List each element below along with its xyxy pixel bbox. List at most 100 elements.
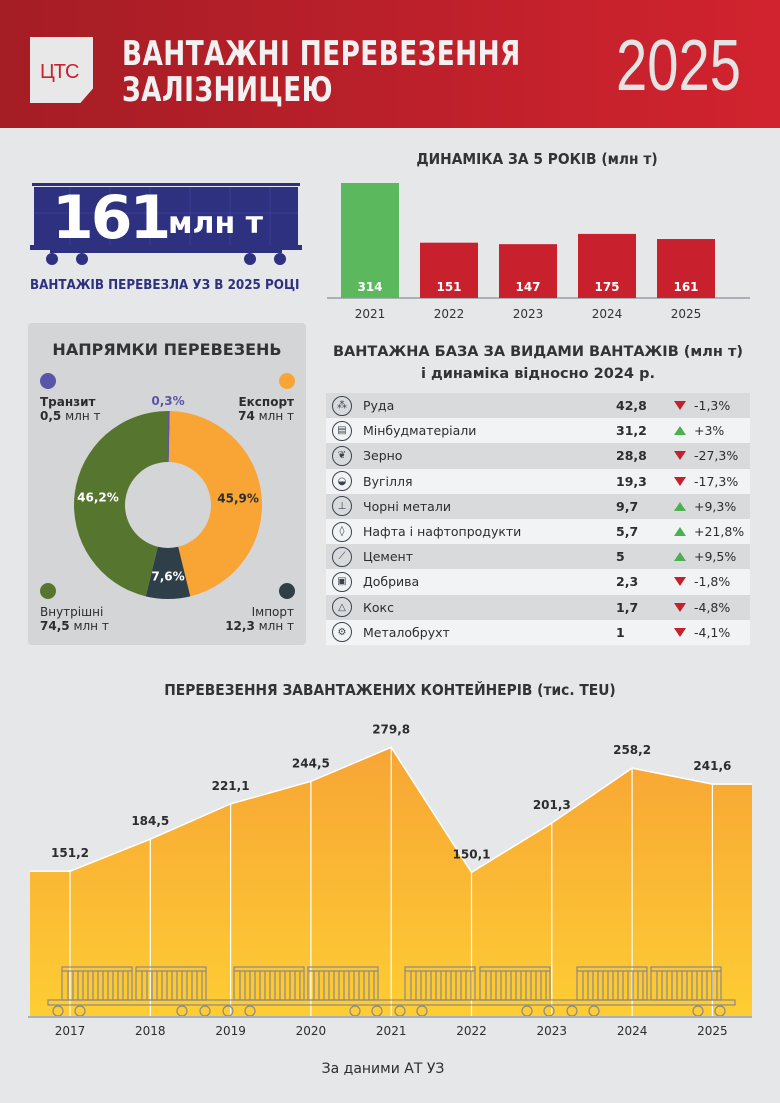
cargo-name: Мінбудматеріали	[363, 423, 477, 439]
table-row: ▣ Добрива 2,3 -1,8%	[326, 569, 750, 595]
cargo-value: 19,3	[616, 473, 647, 489]
cargo-value: 31,2	[616, 423, 647, 439]
cargo-name: Металобрухт	[363, 624, 450, 640]
area-value-label: 201,3	[533, 798, 571, 812]
trowel-icon: ⟋	[332, 546, 352, 567]
table-row: ◊ Нафта і нафтопродукти 5,7 +21,8%	[326, 518, 750, 545]
donut-percent-label: 0,3%	[151, 394, 184, 408]
donut-percent-label: 7,6%	[151, 570, 184, 584]
table-row: ⊥ Чорні метали 9,7 +9,3%	[326, 493, 750, 519]
trend-up-icon	[674, 426, 686, 436]
cargo-change: +21,8%	[694, 524, 745, 540]
coal-cart-icon: ◒	[332, 471, 352, 492]
header-banner: ЦТС ВАНТАЖНІ ПЕРЕВЕЗЕННЯ ЗАЛІЗНИЦЕЮ 2025	[0, 0, 780, 128]
trend-down-icon	[674, 577, 686, 587]
area-category-label: 2022	[456, 1024, 487, 1038]
cargo-name: Чорні метали	[363, 498, 451, 514]
donut-chart: 0,3% 45,9% 7,6% 46,2%	[73, 394, 262, 599]
cargo-table: ⁂ Руда 42,8 -1,3% ▤ Мінбудматеріали 31,2 …	[326, 393, 750, 645]
trend-down-icon	[674, 627, 686, 637]
cargo-name: Руда	[363, 398, 395, 414]
bar-category-label: 2021	[355, 307, 386, 321]
header-year: 2025	[616, 26, 741, 106]
area-value-label: 258,2	[613, 743, 651, 757]
legend-domestic: Внутрішні 74,5 млн т	[40, 605, 109, 633]
oil-drop-icon: ◊	[332, 521, 352, 542]
area-value-label: 151,2	[51, 846, 89, 860]
bar-chart: 314 2021 151 2022 147 2023 175 2024 161 2025	[327, 183, 750, 321]
table-row: ▤ Мінбудматеріали 31,2 +3%	[326, 418, 750, 444]
area-category-label: 2020	[296, 1024, 327, 1038]
fertilizer-bag-icon: ▣	[332, 571, 352, 592]
directions-panel: НАПРЯМКИ ПЕРЕВЕЗЕНЬ 0,3% 45,9% 7,6% 46,2% Т…	[28, 323, 306, 645]
grain-icon: ❦	[332, 445, 352, 466]
source-note: За даними АТ УЗ	[321, 1061, 445, 1077]
trend-up-icon	[674, 552, 686, 562]
cargo-value: 5	[616, 549, 625, 565]
area-value-label: 184,5	[131, 814, 169, 828]
cargo-change: -1,3%	[694, 398, 731, 414]
total-wagon: 161 млн т	[30, 183, 302, 265]
area-value-label: 221,1	[212, 779, 250, 793]
cargo-value: 9,7	[616, 498, 639, 514]
table-row: △ Кокс 1,7 -4,8%	[326, 594, 750, 620]
cargo-change: -1,8%	[694, 574, 731, 590]
cargo-value: 42,8	[616, 398, 647, 414]
table-row: ❦ Зерно 28,8 -27,3%	[326, 443, 750, 469]
cargo-value: 2,3	[616, 574, 639, 590]
table-row: ⟋ Цемент 5 +9,5%	[326, 544, 750, 570]
donut-slice-0	[168, 411, 170, 463]
total-value: 161	[52, 183, 171, 253]
area-category-label: 2024	[617, 1024, 648, 1038]
bar-category-label: 2024	[592, 307, 623, 321]
donut-slice-1	[168, 411, 262, 597]
bar-2022	[420, 242, 478, 298]
legend-import: Імпорт 12,3 млн т	[225, 605, 294, 633]
wagon-icon	[30, 183, 302, 265]
trend-down-icon	[674, 602, 686, 612]
bar-value-label: 151	[436, 280, 461, 294]
cargo-change: -4,8%	[694, 599, 731, 615]
cargo-change: +9,5%	[694, 549, 737, 565]
cargo-change: +3%	[694, 423, 725, 439]
area-category-label: 2023	[537, 1024, 568, 1038]
trend-down-icon	[674, 476, 686, 486]
legend-dot-transit	[40, 373, 56, 389]
ore-icon: ⁂	[332, 395, 352, 416]
cargo-name: Зерно	[363, 448, 403, 464]
gear-icon: ⚙	[332, 622, 352, 643]
area-chart: 151,2 2017 184,5 2018 221,1 2019 244,5 2020 279,…	[28, 722, 752, 1038]
anvil-icon: ⊥	[332, 496, 352, 517]
area-category-label: 2019	[215, 1024, 246, 1038]
table-row: ⁂ Руда 42,8 -1,3%	[326, 393, 750, 419]
donut-slice-3	[73, 411, 168, 597]
page-title: ВАНТАЖНІ ПЕРЕВЕЗЕННЯ ЗАЛІЗНИЦЕЮ	[122, 36, 521, 108]
bar-value-label: 175	[594, 280, 619, 294]
logo: ЦТС	[30, 37, 93, 103]
bar-chart-title: ДИНАМІКА ЗА 5 РОКІВ (млн т)	[416, 150, 658, 168]
area-category-label: 2025	[697, 1024, 728, 1038]
area-value-label: 244,5	[292, 756, 330, 770]
cargo-change: -17,3%	[694, 473, 739, 489]
bar-2024	[578, 233, 636, 298]
title-line-1: ВАНТАЖНІ ПЕРЕВЕЗЕННЯ	[122, 34, 521, 74]
bar-value-label: 161	[673, 280, 698, 294]
area-category-label: 2018	[135, 1024, 166, 1038]
bar-2021	[341, 183, 399, 298]
cargo-name: Кокс	[363, 599, 394, 615]
coke-pile-icon: △	[332, 597, 352, 618]
area-value-label: 279,8	[372, 722, 410, 736]
bar-category-label: 2025	[671, 307, 702, 321]
donut-percent-label: 45,9%	[217, 491, 259, 505]
area-chart-title: ПЕРЕВЕЗЕННЯ ЗАВАНТАЖЕНИХ КОНТЕЙНЕРІВ (ти…	[164, 681, 616, 699]
bar-2025	[657, 239, 715, 298]
bar-category-label: 2023	[513, 307, 544, 321]
legend-transit: Транзит 0,5 млн т	[40, 395, 101, 423]
table-row: ⚙ Металобрухт 1 -4,1%	[326, 619, 750, 645]
legend-dot-domestic	[40, 583, 56, 599]
cargo-table-title: ВАНТАЖНА БАЗА ЗА ВИДАМИ ВАНТАЖІВ (млн т)…	[333, 344, 743, 382]
trend-down-icon	[674, 451, 686, 461]
container-train-icon	[47, 966, 736, 1017]
cargo-name: Добрива	[363, 574, 420, 590]
donut-slice-2	[145, 546, 191, 599]
